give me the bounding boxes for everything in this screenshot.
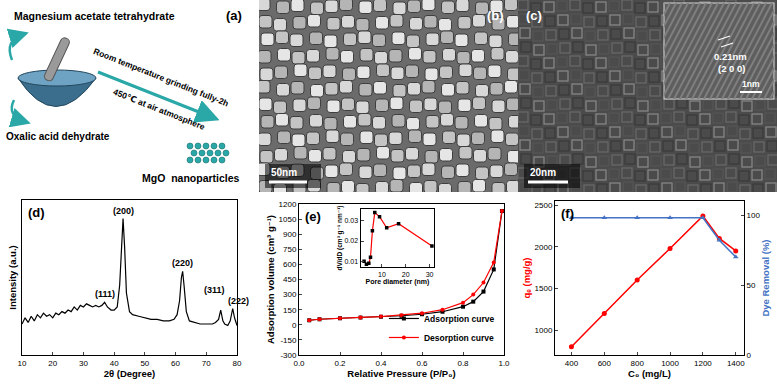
svg-text:60: 60 (171, 359, 180, 368)
svg-text:(d): (d) (28, 205, 45, 220)
svg-text:0: 0 (292, 321, 297, 330)
svg-text:70: 70 (202, 359, 211, 368)
svg-text:(e): (e) (305, 209, 321, 224)
svg-text:800: 800 (630, 359, 644, 368)
svg-text:Desorption curve: Desorption curve (424, 333, 494, 343)
svg-text:2000: 2000 (535, 243, 553, 252)
svg-text:C₀ (mg/L): C₀ (mg/L) (628, 368, 671, 379)
svg-text:1000: 1000 (535, 326, 553, 335)
svg-text:900: 900 (283, 230, 297, 239)
svg-text:(2 0 0): (2 0 0) (718, 63, 745, 74)
svg-text:450℃ at air atmosphere: 450℃ at air atmosphere (112, 87, 207, 132)
svg-text:100: 100 (747, 211, 761, 220)
svg-text:1200: 1200 (279, 200, 297, 209)
svg-text:(c): (c) (526, 8, 542, 23)
svg-text:20: 20 (402, 271, 410, 278)
svg-text:MgO nanoparticles: MgO nanoparticles (142, 172, 240, 184)
svg-text:0.2: 0.2 (334, 359, 346, 368)
svg-text:Intensity (a.u.): Intensity (a.u.) (7, 245, 18, 309)
svg-text:0.03: 0.03 (344, 217, 358, 224)
svg-text:(f): (f) (561, 206, 574, 221)
svg-text:(b): (b) (487, 8, 504, 23)
svg-text:0.0: 0.0 (293, 359, 305, 368)
svg-text:2θ (Degree): 2θ (Degree) (104, 368, 156, 379)
svg-text:1050: 1050 (279, 215, 297, 224)
svg-text:dV/dD (cm³ g⁻¹ nm⁻¹): dV/dD (cm³ g⁻¹ nm⁻¹) (336, 205, 344, 270)
svg-text:80: 80 (233, 359, 242, 368)
svg-text:1200: 1200 (694, 359, 712, 368)
svg-text:Dye Removal (%): Dye Removal (%) (760, 239, 771, 316)
svg-text:300: 300 (283, 290, 297, 299)
svg-text:1400: 1400 (727, 359, 745, 368)
svg-text:(220): (220) (172, 258, 193, 268)
svg-text:10: 10 (378, 271, 386, 278)
svg-text:1000: 1000 (661, 359, 679, 368)
svg-text:600: 600 (283, 260, 297, 269)
svg-text:Magnesium acetate tetrahydrate: Magnesium acetate tetrahydrate (14, 10, 175, 22)
svg-text:-150: -150 (280, 336, 297, 345)
svg-text:30: 30 (79, 359, 88, 368)
svg-text:(111): (111) (95, 289, 115, 299)
svg-text:0.8: 0.8 (457, 359, 469, 368)
svg-text:Adsorption volume (cm³ g⁻¹): Adsorption volume (cm³ g⁻¹) (265, 215, 276, 344)
svg-text:0.02: 0.02 (344, 237, 358, 244)
svg-text:2500: 2500 (535, 201, 553, 210)
svg-text:0.6: 0.6 (416, 359, 428, 368)
svg-text:-300: -300 (280, 351, 297, 360)
svg-text:0.01: 0.01 (344, 258, 358, 265)
svg-text:400: 400 (565, 359, 579, 368)
svg-text:0.21nm: 0.21nm (714, 51, 747, 62)
svg-text:(311): (311) (204, 285, 225, 295)
svg-text:Room temperature grinding full: Room temperature grinding fully-2h (92, 46, 230, 108)
svg-text:10: 10 (18, 359, 27, 368)
svg-text:750: 750 (283, 245, 297, 254)
svg-text:150: 150 (283, 306, 297, 315)
svg-text:Pore diameter (nm): Pore diameter (nm) (366, 278, 430, 286)
svg-text:1500: 1500 (535, 284, 553, 293)
svg-text:20nm: 20nm (530, 167, 556, 178)
svg-text:50nm: 50nm (271, 167, 297, 178)
svg-text:(222): (222) (228, 296, 249, 306)
svg-text:Adsorption curve: Adsorption curve (424, 314, 495, 324)
svg-text:Oxalic acid dehydrate: Oxalic acid dehydrate (6, 131, 110, 142)
svg-text:50: 50 (747, 281, 756, 290)
svg-text:1.0: 1.0 (498, 359, 510, 368)
svg-text:(200): (200) (113, 206, 134, 216)
svg-text:50: 50 (140, 359, 149, 368)
svg-text:0.4: 0.4 (375, 359, 387, 368)
svg-text:600: 600 (598, 359, 612, 368)
svg-text:30: 30 (426, 271, 434, 278)
svg-text:1nm: 1nm (742, 79, 760, 89)
svg-text:Relative Pressure (P/P₀): Relative Pressure (P/P₀) (347, 368, 455, 379)
svg-text:20: 20 (48, 359, 57, 368)
svg-text:(a): (a) (226, 8, 242, 23)
svg-text:40: 40 (110, 359, 119, 368)
svg-text:qₑ (mg/g): qₑ (mg/g) (521, 257, 532, 298)
svg-text:0: 0 (747, 351, 752, 360)
svg-text:450: 450 (283, 275, 297, 284)
